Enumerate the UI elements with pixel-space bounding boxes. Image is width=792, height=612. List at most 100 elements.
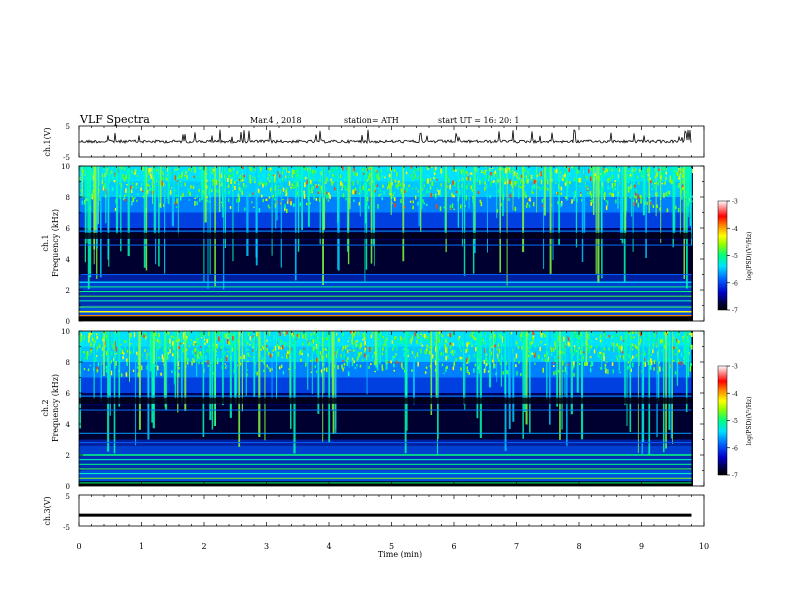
spectrogram-speckle [363,333,365,338]
spectrogram-sferic [222,331,224,406]
spectrogram-sferic [264,331,266,441]
spectrogram-speckle [483,172,486,175]
spectrogram-speckle [193,341,195,346]
spectrogram-speckle [677,349,680,354]
spectrogram-speckle [391,202,393,204]
spectrogram-speckle [523,185,525,187]
spectrogram-speckle [292,169,294,175]
y-tick-label: 10 [61,328,70,336]
spectrogram-speckle [627,361,630,364]
spectrogram-speckle [587,187,589,191]
ch2-spec-ylabel-line1: ch.2 [41,399,50,416]
spectrogram-speckle [527,346,529,349]
spectrogram-speckle [326,337,328,340]
spectrogram-speckle [200,331,202,337]
spectrogram-speckle [257,175,260,178]
spectrogram-sferic [508,331,511,429]
spectrogram-speckle [279,331,281,336]
spectrogram-speckle [124,346,126,350]
spectrogram-sferic [570,331,573,415]
spectrogram-speckle [561,178,564,181]
spectrogram-speckle [351,338,353,344]
spectrogram-speckle [426,166,428,169]
spectrogram-speckle [200,355,203,360]
spectrogram-speckle [323,337,326,342]
spectrogram-speckle [263,360,266,365]
spectrogram-speckle [468,360,470,363]
spectrogram-speckle [397,187,400,190]
spectrogram-speckle [266,364,268,368]
spectrogram-speckle [152,184,154,187]
spectrogram-sferic [364,166,367,224]
spectrogram-speckle [269,168,271,172]
spectrogram-speckle [315,343,318,349]
spectrogram-speckle [311,169,314,174]
spectrogram-speckle [579,177,582,183]
spectrogram-speckle [90,349,92,351]
spectrogram-speckle [569,181,571,185]
spectrogram-speckle [198,356,201,360]
spectrogram-speckle [403,339,405,345]
spectrogram-speckle [351,357,354,361]
spectrogram-speckle [399,362,401,364]
spectrogram-speckle [423,184,425,188]
spectrogram-speckle [494,364,496,369]
spectrogram-speckle [468,372,470,375]
spectrogram-band [79,445,692,455]
spectrogram-speckle [310,333,312,336]
spectrogram-speckle [639,338,642,343]
spectrogram-speckle [675,342,678,346]
spectrogram-speckle [192,185,195,189]
spectrogram-speckle [547,351,549,356]
spectrogram-speckle [228,340,231,344]
spectrogram-speckle [681,352,683,357]
spectrogram-speckle [284,204,286,209]
spectrogram-speckle [533,353,535,355]
spectrogram-speckle [402,345,404,347]
spectrogram-speckle [471,344,473,348]
spectrogram-speckle [562,175,564,177]
spectrogram-sferic [335,331,337,434]
spectrogram-speckle [281,341,283,343]
spectrogram-speckle [427,166,429,170]
spectrogram-speckle [262,360,264,363]
spectrogram-speckle [188,199,190,201]
spectrogram-speckle [658,172,660,176]
spectrogram-speckle [196,343,198,346]
spectrogram-speckle [545,174,547,180]
spectrogram-speckle [309,171,312,174]
spectrogram-speckle [132,197,134,202]
spectrogram-speckle [311,187,313,192]
spectrogram-narrowband-line [79,477,692,479]
spectrogram-sferic [271,331,273,400]
spectrogram-speckle [493,172,495,177]
spectrogram-speckle [122,197,125,201]
spectrogram-speckle [661,182,664,185]
spectrogram-speckle [328,192,330,198]
spectrogram-speckle [249,344,251,346]
spectrogram-speckle [256,371,258,376]
spectrogram-speckle [315,370,318,373]
spectrogram-speckle [590,199,592,202]
spectrogram-speckle [524,168,527,172]
spectrogram-speckle [143,335,145,338]
spectrogram-speckle [290,186,293,190]
spectrogram-speckle [538,356,541,359]
spectrogram-sferic [211,331,214,430]
spectrogram-speckle [672,348,674,354]
spectrogram-speckle [300,358,302,362]
spectrogram-speckle [83,368,86,370]
spectrogram-speckle [637,181,640,185]
spectrogram-speckle [554,169,556,173]
spectrogram-speckle [553,333,556,338]
spectrogram-speckle [445,367,447,372]
spectrogram-speckle [409,338,411,344]
spectrogram-sferic [307,331,309,390]
spectrogram-speckle [165,166,167,169]
ch1-ylabel: ch.1(V) [43,127,52,156]
spectrogram-speckle [582,343,585,347]
spectrogram-speckle [125,194,127,196]
spectrogram-speckle [466,362,468,364]
spectrogram-speckle [83,357,86,360]
spectrogram-speckle [540,171,543,177]
